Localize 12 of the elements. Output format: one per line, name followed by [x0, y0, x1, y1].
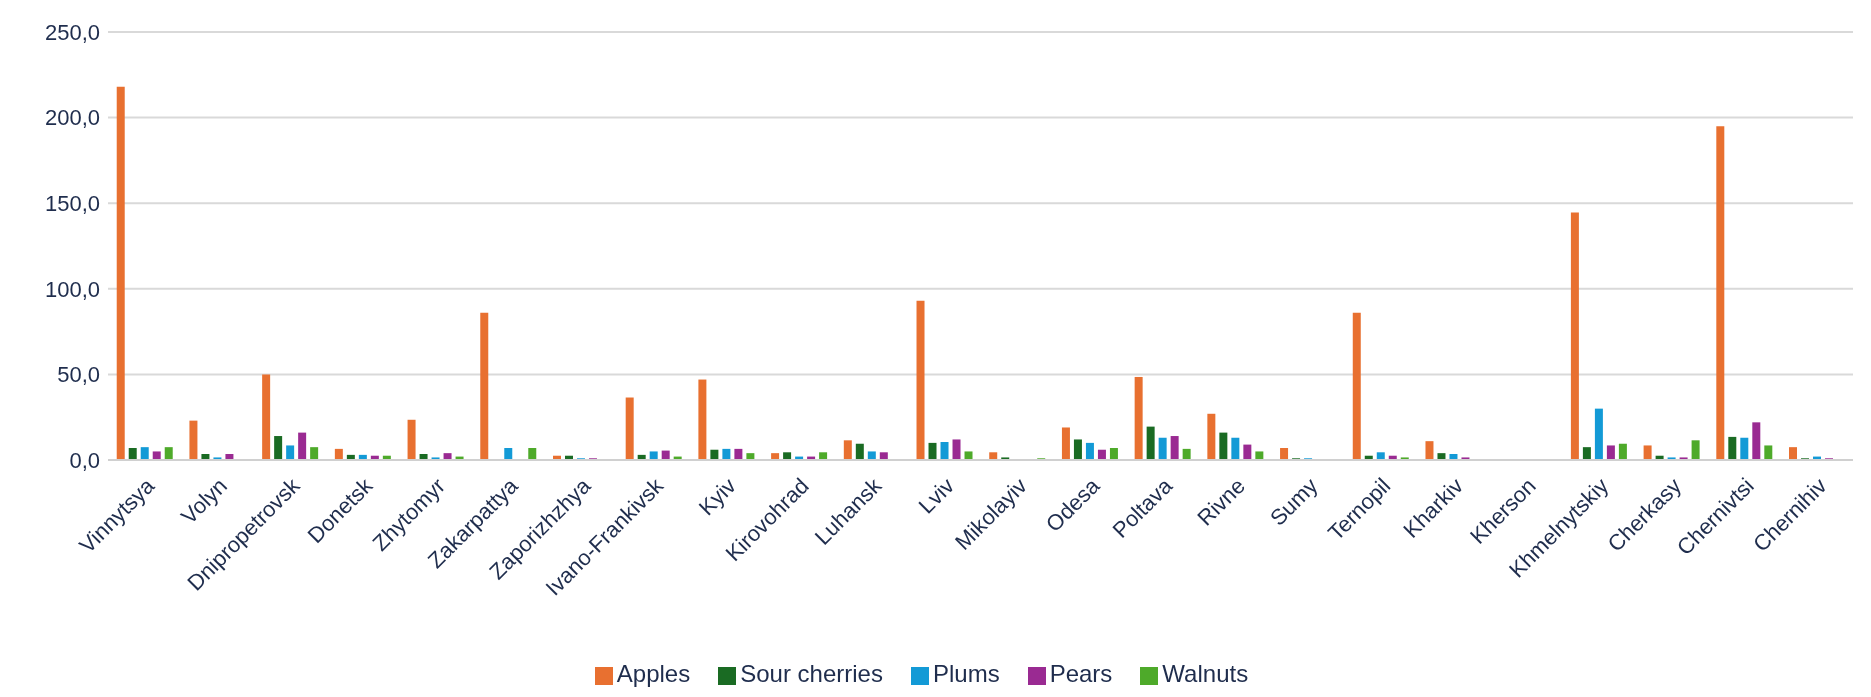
legend-label: Sour cherries: [740, 660, 883, 687]
legend-label: Apples: [616, 660, 691, 687]
y-tick-label: 100,0: [44, 276, 100, 302]
legend-label: Plums: [932, 660, 1000, 687]
x-tick-label: Lviv: [913, 473, 959, 519]
legend-label: Pears: [1049, 660, 1113, 687]
y-tick-label: 0,0: [69, 447, 100, 473]
y-tick-label: 250,0: [44, 19, 100, 45]
y-tick-label: 200,0: [44, 105, 100, 131]
legend-label: Walnuts: [1162, 660, 1249, 687]
y-tick-label: 150,0: [44, 191, 100, 217]
y-tick-label: 50,0: [57, 362, 100, 388]
